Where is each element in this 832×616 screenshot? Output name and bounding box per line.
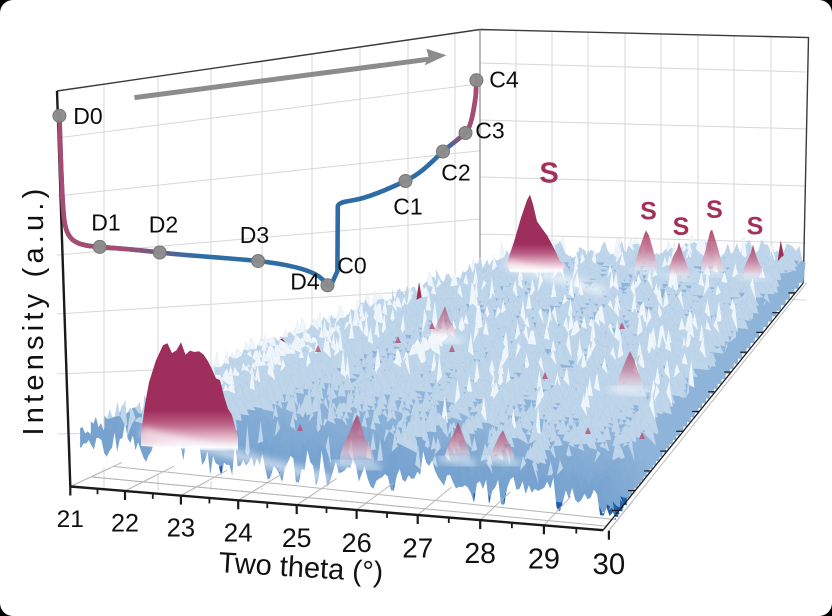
svg-text:S: S xyxy=(747,213,764,241)
svg-text:22: 22 xyxy=(111,510,139,538)
svg-text:C3: C3 xyxy=(475,118,504,144)
svg-text:C2: C2 xyxy=(441,160,470,186)
svg-text:27: 27 xyxy=(402,532,433,563)
svg-text:25: 25 xyxy=(282,523,312,553)
svg-text:D4: D4 xyxy=(290,269,320,295)
svg-text:S: S xyxy=(706,196,723,224)
svg-text:S: S xyxy=(673,213,690,241)
svg-text:28: 28 xyxy=(464,538,496,570)
svg-text:D1: D1 xyxy=(91,210,120,236)
svg-text:29: 29 xyxy=(528,543,560,575)
svg-text:C4: C4 xyxy=(489,67,519,93)
svg-text:Intensity (a.u.): Intensity (a.u.) xyxy=(18,185,50,436)
svg-text:D3: D3 xyxy=(240,222,269,248)
svg-text:C0: C0 xyxy=(337,253,366,279)
svg-text:26: 26 xyxy=(341,527,371,558)
svg-text:S: S xyxy=(640,198,657,226)
svg-text:23: 23 xyxy=(167,515,195,543)
svg-text:S: S xyxy=(539,157,558,189)
svg-text:21: 21 xyxy=(57,506,84,533)
svg-text:D0: D0 xyxy=(73,103,102,129)
svg-text:30: 30 xyxy=(593,548,626,581)
svg-text:C1: C1 xyxy=(393,194,422,220)
svg-text:24: 24 xyxy=(224,518,253,548)
svg-text:D2: D2 xyxy=(149,212,178,238)
